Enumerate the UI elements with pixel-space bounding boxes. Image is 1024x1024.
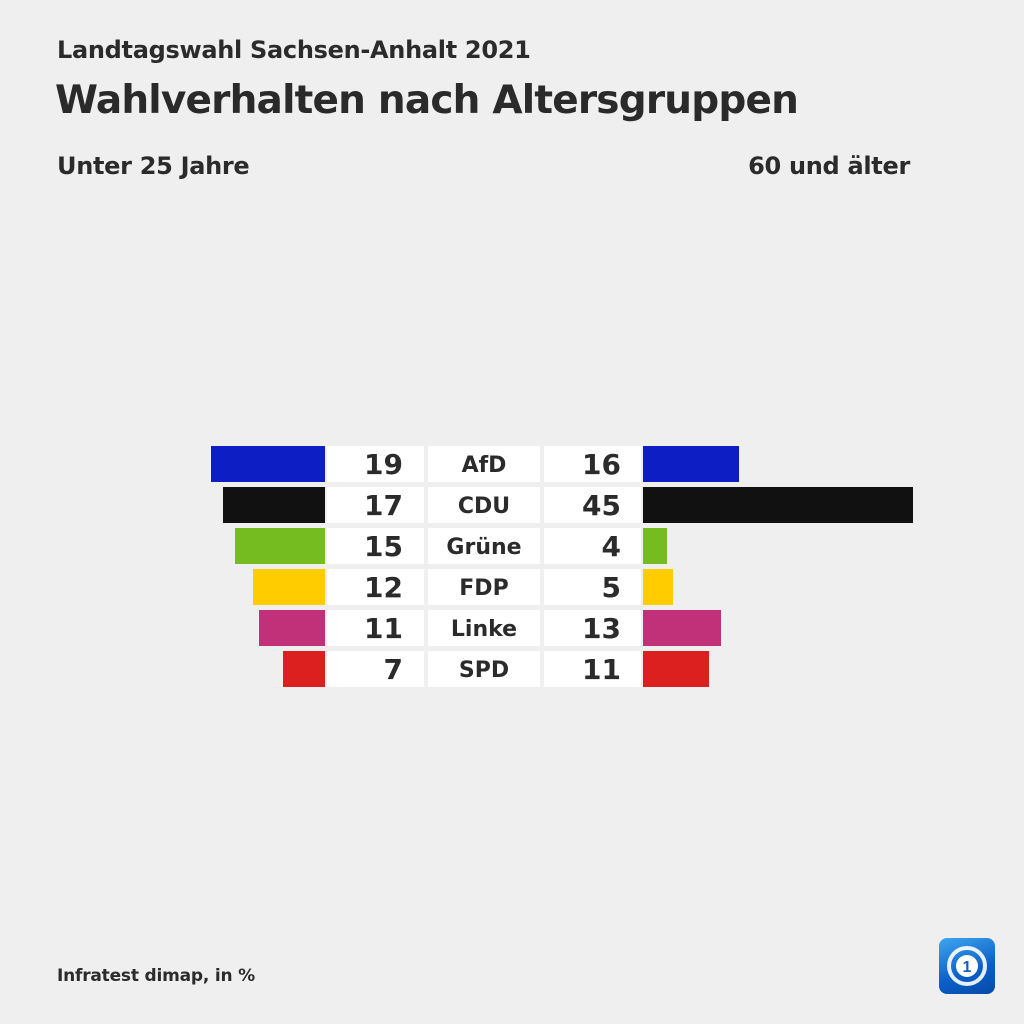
logo-number: 1 — [963, 959, 972, 976]
party-label-spd: SPD — [459, 658, 509, 683]
value-cell-right-afd — [544, 446, 641, 482]
party-cell-grne — [428, 528, 540, 564]
party-cell-cdu — [428, 487, 540, 523]
value-cell-right-grne — [544, 528, 641, 564]
party-label-afd: AfD — [462, 453, 507, 478]
value-cell-right-cdu — [544, 487, 641, 523]
party-cell-linke — [428, 610, 540, 646]
value-cell-right-linke — [544, 610, 641, 646]
value-label-right-fdp: 5 — [602, 571, 621, 604]
value-label-right-grne: 4 — [602, 530, 621, 563]
value-cell-left-cdu — [327, 487, 424, 523]
party-label-cdu: CDU — [458, 494, 510, 519]
bar-right-spd — [643, 651, 709, 687]
source-note: Infratest dimap, in % — [57, 966, 255, 986]
value-cell-right-fdp — [544, 569, 641, 605]
party-label-linke: Linke — [451, 617, 517, 642]
bar-left-cdu — [223, 487, 325, 523]
value-label-right-cdu: 45 — [582, 489, 621, 522]
value-label-left-fdp: 12 — [364, 571, 403, 604]
value-cell-right-spd — [544, 651, 641, 687]
bar-left-afd — [211, 446, 325, 482]
value-label-left-linke: 11 — [364, 612, 403, 645]
value-label-left-spd: 7 — [384, 653, 403, 686]
bar-left-spd — [283, 651, 325, 687]
group-label-left: Unter 25 Jahre — [57, 152, 250, 180]
value-label-left-afd: 19 — [364, 448, 403, 481]
value-label-right-spd: 11 — [582, 653, 621, 686]
value-cell-left-grne — [327, 528, 424, 564]
value-label-right-linke: 13 — [582, 612, 621, 645]
party-cell-fdp — [428, 569, 540, 605]
value-cell-left-spd — [327, 651, 424, 687]
value-cell-left-fdp — [327, 569, 424, 605]
bar-left-linke — [259, 610, 325, 646]
bar-right-fdp — [643, 569, 673, 605]
value-label-left-grne: 15 — [364, 530, 403, 563]
bar-right-grne — [643, 528, 667, 564]
party-cell-afd — [428, 446, 540, 482]
chart-kicker: Landtagswahl Sachsen-Anhalt 2021 — [57, 36, 531, 64]
party-cell-spd — [428, 651, 540, 687]
party-label-grne: Grüne — [446, 535, 521, 560]
value-label-right-afd: 16 — [582, 448, 621, 481]
ard-logo-icon: 1 — [939, 938, 995, 994]
chart-title: Wahlverhalten nach Altersgruppen — [55, 78, 799, 123]
bar-left-fdp — [253, 569, 325, 605]
value-label-left-cdu: 17 — [364, 489, 403, 522]
bar-right-afd — [643, 446, 739, 482]
bar-right-linke — [643, 610, 721, 646]
group-label-right: 60 und älter — [748, 152, 910, 180]
party-label-fdp: FDP — [459, 576, 508, 601]
bar-right-cdu — [643, 487, 913, 523]
value-cell-left-linke — [327, 610, 424, 646]
value-cell-left-afd — [327, 446, 424, 482]
bar-left-grne — [235, 528, 325, 564]
